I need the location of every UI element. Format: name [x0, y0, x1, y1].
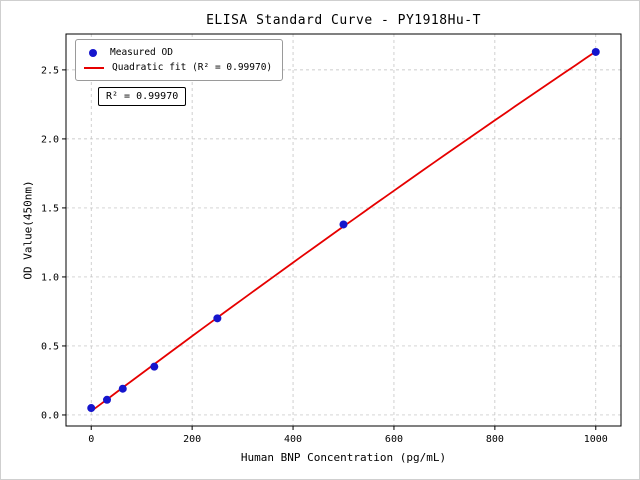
legend-label-measured: Measured OD [110, 47, 173, 58]
y-tick-label: 0.5 [41, 341, 59, 352]
y-tick-label: 1.0 [41, 272, 59, 283]
y-tick-label: 1.5 [41, 203, 59, 214]
x-tick-label: 800 [486, 434, 504, 445]
x-tick-label: 1000 [584, 434, 608, 445]
data-point [102, 395, 111, 404]
r-squared-annotation: R² = 0.99970 [98, 87, 187, 106]
x-tick-label: 0 [88, 434, 94, 445]
legend-dot-marker-icon [89, 48, 97, 57]
legend-entry-measured: Measured OD [84, 45, 272, 60]
data-point [87, 404, 96, 413]
y-tick-label: 2.0 [41, 134, 59, 145]
legend: Measured OD Quadratic fit (R² = 0.99970) [75, 39, 284, 81]
data-point [213, 314, 222, 323]
chart-title: ELISA Standard Curve - PY1918Hu-T [206, 13, 481, 28]
x-tick-label: 200 [183, 434, 201, 445]
data-point [339, 220, 348, 229]
y-tick-label: 2.5 [41, 65, 59, 76]
y-axis-label: OD Value(450nm) [21, 180, 35, 280]
legend-entry-fit: Quadratic fit (R² = 0.99970) [84, 60, 272, 75]
y-tick-label: 0.0 [41, 410, 59, 421]
x-axis-label: Human BNP Concentration (pg/mL) [240, 451, 447, 464]
x-tick-label: 400 [284, 434, 302, 445]
legend-label-fit: Quadratic fit (R² = 0.99970) [112, 62, 273, 73]
legend-line-marker-icon [84, 66, 104, 69]
plot-border [65, 33, 622, 427]
data-point [591, 47, 600, 56]
x-tick-label: 600 [385, 434, 403, 445]
data-point [150, 362, 159, 371]
data-point [118, 384, 127, 393]
